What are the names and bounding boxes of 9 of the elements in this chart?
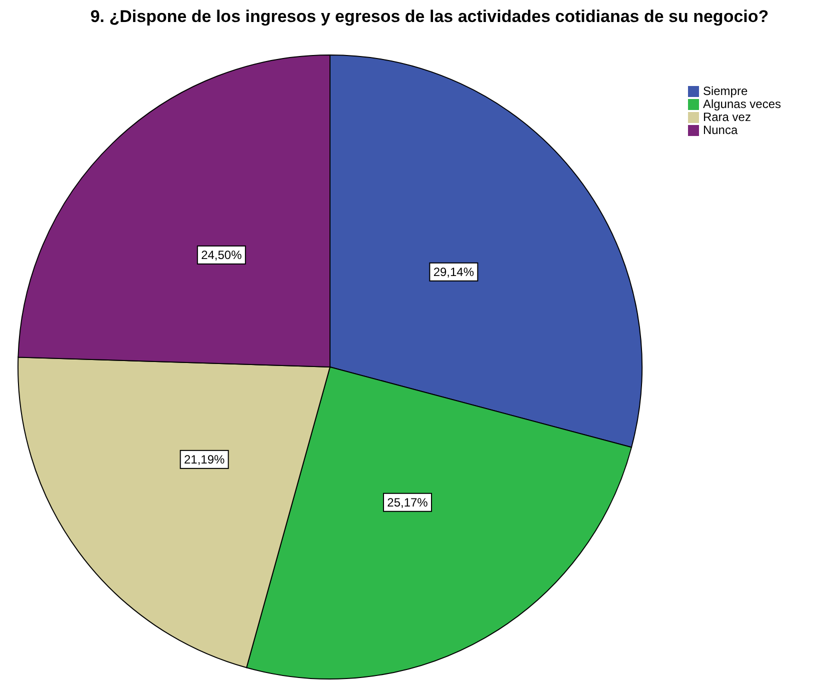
legend-label: Siempre [702,84,748,98]
legend-label: Rara vez [702,110,751,124]
data-label: 24,50% [201,248,242,262]
data-label: 25,17% [387,495,428,510]
data-label: 21,19% [184,452,226,466]
chart-title: 9. ¿Dispone de los ingresos y egresos de las actividades cotidianas de su negocio? [89,7,770,28]
legend-label: Nunca [702,123,738,137]
data-label: 29,14% [433,264,474,279]
legend-label: Algunas veces [702,97,781,111]
